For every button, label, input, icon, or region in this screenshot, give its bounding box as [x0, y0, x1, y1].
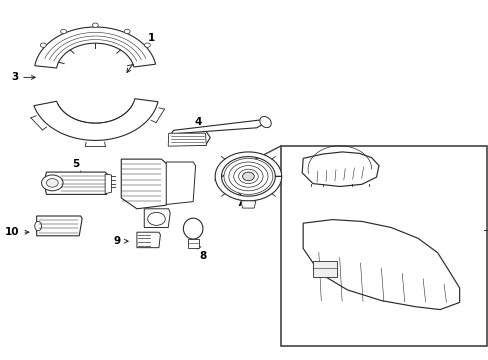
Polygon shape — [168, 133, 206, 146]
Circle shape — [92, 23, 98, 27]
Polygon shape — [241, 201, 255, 208]
Circle shape — [233, 166, 263, 187]
Polygon shape — [303, 220, 459, 310]
Polygon shape — [37, 216, 82, 236]
Polygon shape — [137, 232, 160, 248]
Circle shape — [124, 29, 130, 33]
Circle shape — [238, 169, 258, 184]
Polygon shape — [35, 27, 155, 68]
Polygon shape — [121, 159, 170, 209]
Polygon shape — [34, 99, 158, 140]
Circle shape — [46, 179, 58, 187]
Polygon shape — [312, 261, 337, 277]
Circle shape — [144, 43, 150, 47]
Circle shape — [147, 212, 165, 225]
FancyBboxPatch shape — [281, 146, 486, 346]
Circle shape — [41, 43, 46, 47]
Text: 7: 7 — [235, 193, 243, 208]
Text: 8: 8 — [197, 245, 206, 261]
Polygon shape — [44, 172, 107, 194]
Text: 10: 10 — [5, 227, 29, 237]
Polygon shape — [171, 120, 264, 134]
Polygon shape — [302, 152, 378, 186]
Polygon shape — [168, 130, 210, 145]
Circle shape — [61, 29, 66, 33]
Circle shape — [41, 175, 63, 191]
Polygon shape — [215, 152, 281, 201]
Text: 9: 9 — [114, 236, 128, 246]
Polygon shape — [166, 162, 195, 204]
Circle shape — [224, 158, 272, 194]
Text: 6: 6 — [121, 159, 128, 175]
Polygon shape — [105, 174, 111, 194]
Text: 1: 1 — [127, 33, 155, 72]
Text: 4: 4 — [194, 117, 202, 135]
Polygon shape — [188, 239, 198, 248]
Circle shape — [242, 172, 254, 181]
Polygon shape — [144, 209, 170, 228]
Ellipse shape — [259, 117, 271, 127]
Ellipse shape — [183, 218, 203, 239]
Text: 5: 5 — [72, 159, 81, 175]
Text: 3: 3 — [11, 72, 35, 82]
Ellipse shape — [35, 221, 41, 231]
Circle shape — [228, 162, 267, 191]
